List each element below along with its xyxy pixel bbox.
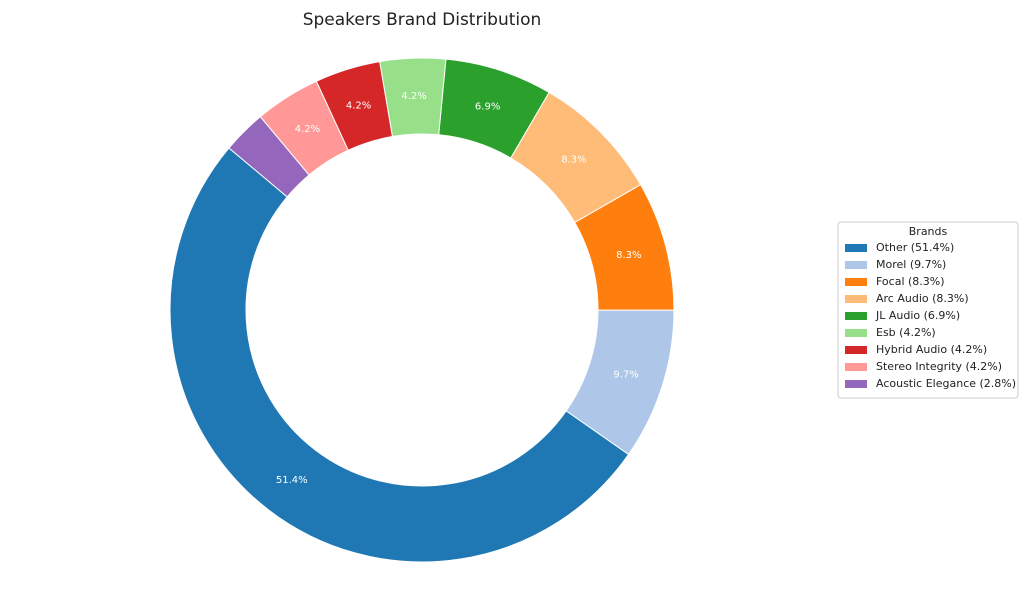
legend-box xyxy=(837,221,1019,399)
legend-swatch xyxy=(845,329,867,337)
legend-label: Arc Audio (8.3%) xyxy=(876,292,969,305)
data-label: 6.9% xyxy=(475,101,500,112)
legend-label: Esb (4.2%) xyxy=(876,326,936,339)
data-label: 4.2% xyxy=(346,101,371,112)
legend-swatch xyxy=(845,346,867,354)
data-label: 4.2% xyxy=(295,124,320,135)
legend-title: Brands xyxy=(909,225,948,238)
donut-slice xyxy=(169,147,630,563)
legend-swatch xyxy=(845,244,867,252)
data-label: 8.3% xyxy=(616,250,641,261)
chart-title: Speakers Brand Distribution xyxy=(303,10,542,30)
legend-swatch xyxy=(845,380,867,388)
legend-swatch xyxy=(845,295,867,303)
data-label: 51.4% xyxy=(276,475,308,486)
data-label: 4.2% xyxy=(401,91,426,102)
legend-label: Acoustic Elegance (2.8%) xyxy=(876,377,1016,390)
legend-swatch xyxy=(845,278,867,286)
legend-swatch xyxy=(845,312,867,320)
donut-slice xyxy=(228,116,310,198)
legend-label: Stereo Integrity (4.2%) xyxy=(876,360,1002,373)
legend-label: Other (51.4%) xyxy=(876,241,954,254)
legend-label: JL Audio (6.9%) xyxy=(875,309,960,322)
data-label: 8.3% xyxy=(561,154,586,165)
data-label: 9.7% xyxy=(613,369,638,380)
legend-swatch xyxy=(845,261,867,269)
legend-label: Morel (9.7%) xyxy=(876,258,946,271)
legend-label: Hybrid Audio (4.2%) xyxy=(876,343,987,356)
legend-label: Focal (8.3%) xyxy=(876,275,945,288)
legend-swatch xyxy=(845,363,867,371)
